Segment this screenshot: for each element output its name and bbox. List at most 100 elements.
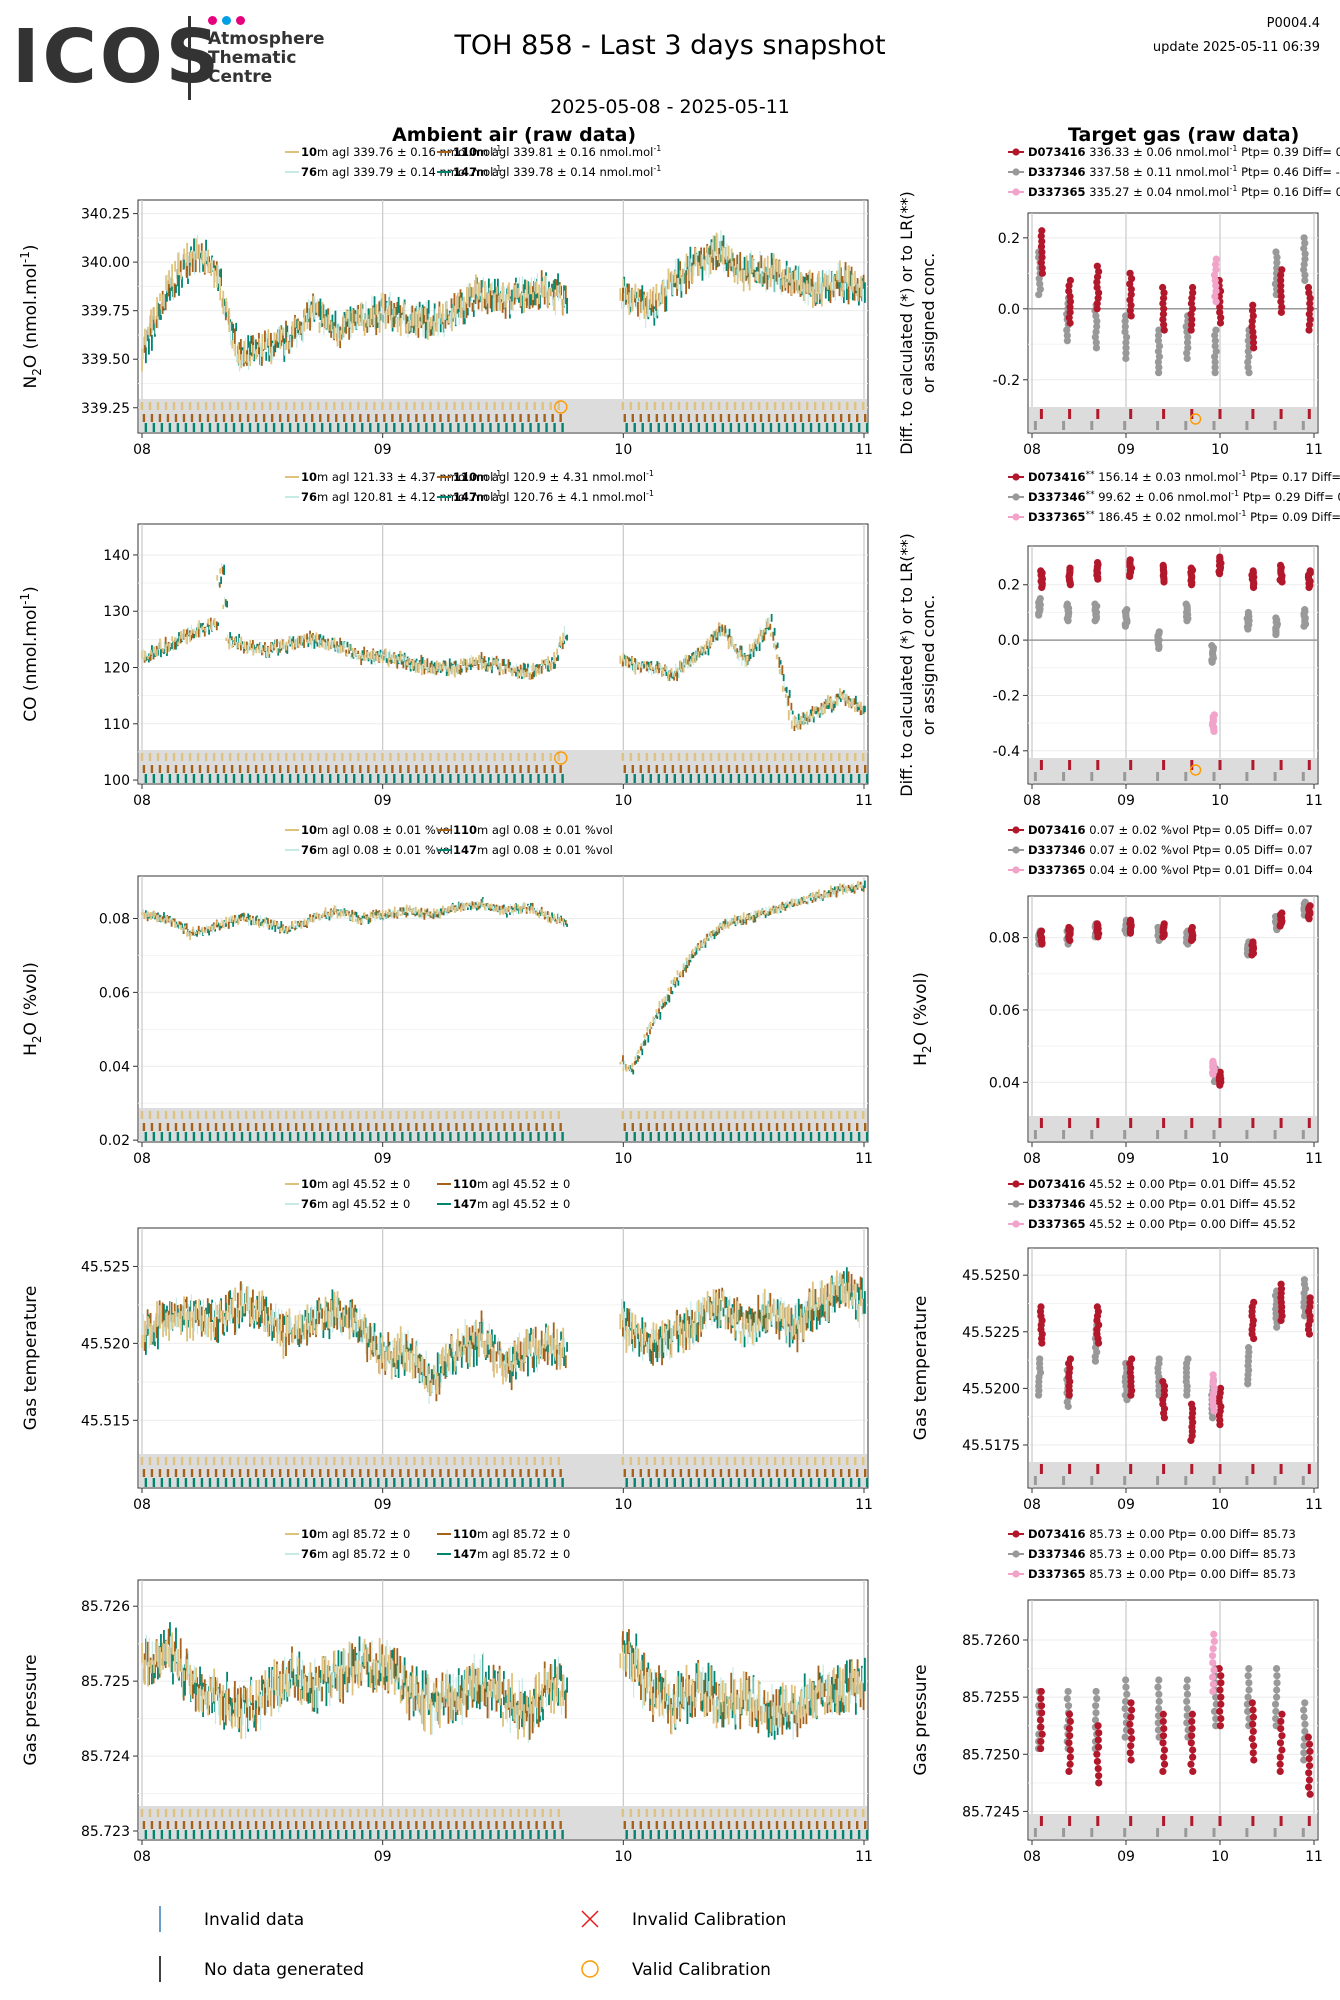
target-point-d073416: [1277, 308, 1285, 316]
y-tick-label: 340.25: [81, 207, 130, 223]
target-point-d073416: [1277, 298, 1285, 306]
x-tick-label: 09: [1117, 793, 1135, 809]
target-point-d073416: [1038, 237, 1046, 245]
logo-divider: [188, 16, 191, 100]
target-point-d073416: [1159, 310, 1168, 318]
target-point-d073416: [1093, 305, 1101, 313]
target-point-d073416: [1126, 306, 1134, 315]
target-point-d337365: [1212, 287, 1220, 295]
ambient-panel-amb-co: 100 110 120 130 140 08 09 10 11: [103, 523, 873, 809]
target-point-d337346: [1121, 328, 1129, 336]
y-label-part: ): [21, 245, 41, 252]
legend-text: 0.07 ± 0.02 %vol Ptp= 0.05 Diff= 0.07: [1086, 843, 1313, 857]
legend-entry: 147m agl 339.78 ± 0.14 nmol.mol-1: [453, 164, 661, 179]
legend-text: 0.07 ± 0.02 %vol Ptp= 0.05 Diff= 0.07: [1086, 823, 1313, 837]
legend-stars: **: [1086, 470, 1096, 480]
legend-key-dot: [1012, 513, 1020, 521]
target-point-d073416: [1160, 305, 1168, 313]
y-tick-label: 0.0: [998, 302, 1020, 318]
target-point-d073416: [1249, 301, 1257, 309]
target-point-d073416: [1066, 276, 1075, 285]
target-point-d337346: [1272, 614, 1280, 622]
target-panel-tgt-n2o: -0.2 0.0 0.2 08 09 10 11: [993, 212, 1323, 458]
target-point-d073416: [1306, 567, 1314, 575]
legend-sup: -1: [1231, 489, 1239, 498]
legend-height: 10: [301, 145, 317, 159]
x-tick-label: 11: [855, 442, 873, 458]
y-label-part: O (%vol): [21, 962, 41, 1035]
legend-text: 335.27 ± 0.04 nmol.mol: [1086, 185, 1230, 199]
y-tick-label: 140: [103, 548, 130, 564]
target-point-d073416: [1249, 333, 1257, 341]
target-point-d337346: [1244, 347, 1252, 355]
legend-rest: Ptp= 0.17 Diff= 0.24: [1246, 470, 1340, 484]
target-point-d073416: [1249, 338, 1258, 347]
target-point-d337346: [1091, 333, 1099, 341]
legend-entry: 76m agl 0.08 ± 0.01 %vol: [301, 843, 453, 857]
y-tick-label: 0.06: [99, 985, 130, 1001]
legend-name: D073416: [1028, 145, 1086, 159]
target-point-d337365: [1212, 282, 1220, 290]
target-point-d073416: [1189, 289, 1197, 297]
y-label-part: N: [21, 376, 41, 389]
target-point-d337346: [1063, 600, 1071, 608]
target-point-d337346: [1184, 333, 1192, 341]
target-point-d073416: [1127, 291, 1135, 299]
target-point-d073416: [1217, 314, 1225, 322]
target-point-d337346: [1093, 317, 1101, 325]
target-point-d073416: [1037, 927, 1046, 935]
y-axis-label: Diff. to calculated (*) or to LR(**) or a…: [897, 533, 938, 796]
legend-entry: 110m agl 0.08 ± 0.01 %vol: [453, 823, 613, 837]
target-point-d337346: [1092, 312, 1100, 320]
target-point-d073416: [1093, 262, 1101, 270]
legend-entry: 10m agl 121.33 ± 4.37 nmol.mol-1: [301, 469, 501, 484]
target-point-d337365: [1210, 711, 1218, 719]
target-point-d337346: [1091, 600, 1099, 608]
y-tick-label: 0.08: [989, 931, 1020, 947]
y-tick-label: -0.2: [993, 373, 1020, 389]
target-point-d073416: [1066, 308, 1074, 316]
x-tick-label: 08: [1023, 793, 1041, 809]
y-label-line: or assigned conc.: [919, 595, 938, 735]
target-point-d073416: [1065, 287, 1073, 295]
target-point-d073416: [1160, 326, 1168, 334]
legend-entry: D337346 337.58 ± 0.11 nmol.mol-1 Ptp= 0.…: [1028, 164, 1340, 179]
y-tick-label: -0.2: [993, 688, 1020, 704]
legend-entry: 147m agl 120.76 ± 4.1 nmol.mol-1: [453, 489, 654, 504]
flag-band: [1029, 1116, 1317, 1141]
legend-name: D337365: [1028, 863, 1086, 877]
legend-text: m agl 339.81 ± 0.16 nmol.mol: [477, 145, 653, 159]
x-tick-label: 08: [1023, 1151, 1041, 1167]
legend-entry: 10m agl 339.76 ± 0.16 nmol.mol-1: [301, 144, 501, 159]
logo-sub-line: Thematic: [208, 48, 297, 68]
target-point-d073416: [1250, 344, 1258, 352]
target-point-d337346: [1122, 338, 1130, 347]
legend-entry: 110m agl 339.81 ± 0.16 nmol.mol-1: [453, 144, 661, 159]
target-point-d073416: [1159, 283, 1167, 292]
target-point-d073416: [1249, 328, 1257, 336]
x-tick-label: 10: [614, 793, 632, 809]
y-label-part: H: [911, 1053, 931, 1066]
target-point-d337346: [1155, 369, 1163, 377]
target-point-d337346: [1122, 349, 1130, 357]
y-tick-label: 45.515: [81, 1413, 130, 1429]
legend-text: m agl 0.08 ± 0.01 %vol: [317, 823, 453, 837]
target-point-d337346: [1301, 239, 1309, 247]
legend-text: 156.14 ± 0.03 nmol.mol: [1095, 470, 1239, 484]
x-tick-label: 08: [1023, 442, 1041, 458]
target-point-d073416: [1038, 248, 1046, 256]
target-point-d337346: [1211, 342, 1219, 350]
legend-entry: D073416 0.07 ± 0.02 %vol Ptp= 0.05 Diff=…: [1028, 823, 1313, 837]
panel-frame: [1027, 545, 1319, 785]
target-point-d073416: [1093, 278, 1101, 286]
target-point-d337346: [1155, 363, 1163, 371]
legend-height: 110: [453, 470, 477, 484]
legend-text: m agl 120.76 ± 4.1 nmol.mol: [477, 490, 646, 504]
x-tick-label: 10: [614, 1497, 632, 1513]
target-panel-tgt-co: -0.4 -0.2 0.0 0.2 08 09 10 11: [993, 545, 1323, 809]
ambient-panel-amb-h2o: 0.02 0.04 0.06 0.08 08 09 10 11: [99, 875, 873, 1167]
target-point-d337365: [1209, 1057, 1217, 1065]
target-point-d073416: [1249, 312, 1257, 320]
target-point-d337346: [1211, 358, 1219, 366]
